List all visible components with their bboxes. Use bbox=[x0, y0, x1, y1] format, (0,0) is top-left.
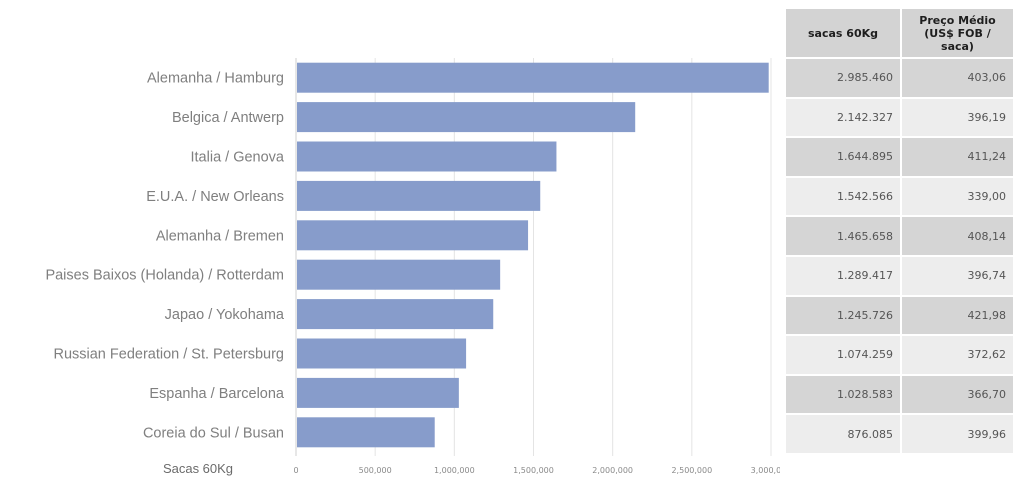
cell-preco: 411,24 bbox=[902, 138, 1013, 176]
table-body: 2.985.460 403,06 2.142.327 396,19 1.644.895 4… bbox=[786, 59, 1013, 453]
bar bbox=[297, 220, 529, 251]
table-row: 1.074.259 372,62 bbox=[786, 336, 1013, 374]
x-tick-label: 0 bbox=[293, 466, 298, 475]
cell-sacas: 876.085 bbox=[786, 415, 900, 453]
table-row: 2.142.327 396,19 bbox=[786, 98, 1013, 137]
cell-sacas: 1.644.895 bbox=[786, 138, 900, 176]
cell-preco: 399,96 bbox=[902, 415, 1013, 453]
bar bbox=[297, 62, 769, 93]
cell-sacas: 2.985.460 bbox=[786, 59, 900, 97]
bar bbox=[297, 259, 501, 290]
cell-sacas: 1.074.259 bbox=[786, 336, 900, 374]
table-row: 1.289.417 396,74 bbox=[786, 256, 1013, 295]
cell-sacas: 1.028.583 bbox=[786, 375, 900, 414]
category-label: Espanha / Barcelona bbox=[149, 386, 285, 402]
bar bbox=[297, 141, 557, 172]
category-label: Italia / Genova bbox=[191, 150, 285, 166]
bar bbox=[297, 102, 636, 133]
cell-preco: 403,06 bbox=[902, 59, 1013, 97]
data-table: sacas 60Kg Preço Médio (US$ FOB / saca) … bbox=[784, 7, 1015, 455]
bar bbox=[297, 417, 435, 448]
x-tick-label: 1,000,000 bbox=[434, 466, 475, 475]
bar bbox=[297, 180, 541, 211]
category-label: Japao / Yokohama bbox=[165, 307, 285, 323]
table-row: 1.465.658 408,14 bbox=[786, 217, 1013, 255]
cell-preco: 339,00 bbox=[902, 177, 1013, 216]
cell-sacas: 1.245.726 bbox=[786, 296, 900, 335]
x-tick-label: 500,000 bbox=[359, 466, 392, 475]
cell-preco: 408,14 bbox=[902, 217, 1013, 255]
category-labels: Alemanha / Hamburg Belgica / Antwerp Itali… bbox=[45, 71, 284, 442]
category-label: Belgica / Antwerp bbox=[172, 110, 284, 126]
table-row: 1.542.566 339,00 bbox=[786, 177, 1013, 216]
cell-preco: 396,19 bbox=[902, 98, 1013, 137]
category-label: Coreia do Sul / Busan bbox=[143, 425, 284, 441]
table-row: 1.644.895 411,24 bbox=[786, 138, 1013, 176]
bar bbox=[297, 377, 459, 408]
cell-sacas: 2.142.327 bbox=[786, 98, 900, 137]
bar-chart: Alemanha / Hamburg Belgica / Antwerp Itali… bbox=[45, 58, 780, 476]
cell-sacas: 1.289.417 bbox=[786, 256, 900, 295]
x-tick-label: 3,000,000 bbox=[751, 466, 780, 475]
header-preco-medio-text: Preço Médio (US$ FOB / saca) bbox=[919, 13, 996, 53]
table-header-row: sacas 60Kg Preço Médio (US$ FOB / saca) bbox=[786, 9, 1013, 57]
x-tick-labels: 0 500,000 1,000,000 1,500,000 2,000,000 2,500… bbox=[293, 466, 780, 475]
header-sacas: sacas 60Kg bbox=[786, 9, 900, 57]
cell-preco: 421,98 bbox=[902, 296, 1013, 335]
bar bbox=[297, 338, 467, 369]
cell-sacas: 1.465.658 bbox=[786, 217, 900, 255]
table-row: 2.985.460 403,06 bbox=[786, 59, 1013, 97]
x-tick-label: 1,500,000 bbox=[513, 466, 554, 475]
category-label: Russian Federation / St. Petersburg bbox=[53, 347, 284, 363]
table-row: 876.085 399,96 bbox=[786, 415, 1013, 453]
x-tick-label: 2,500,000 bbox=[671, 466, 712, 475]
x-tick-label: 2,000,000 bbox=[592, 466, 633, 475]
table-row: 1.245.726 421,98 bbox=[786, 296, 1013, 335]
cell-preco: 396,74 bbox=[902, 256, 1013, 295]
category-label: Paises Baixos (Holanda) / Rotterdam bbox=[45, 268, 284, 284]
category-label: Alemanha / Bremen bbox=[156, 228, 284, 244]
cell-sacas: 1.542.566 bbox=[786, 177, 900, 216]
x-axis-label: Sacas 60Kg bbox=[163, 461, 233, 476]
header-preco-medio: Preço Médio (US$ FOB / saca) bbox=[902, 9, 1013, 57]
category-label: E.U.A. / New Orleans bbox=[146, 189, 284, 205]
cell-preco: 372,62 bbox=[902, 336, 1013, 374]
category-label: Alemanha / Hamburg bbox=[147, 71, 284, 87]
table-row: 1.028.583 366,70 bbox=[786, 375, 1013, 414]
bar bbox=[297, 299, 494, 330]
bars bbox=[297, 62, 769, 448]
cell-preco: 366,70 bbox=[902, 375, 1013, 414]
